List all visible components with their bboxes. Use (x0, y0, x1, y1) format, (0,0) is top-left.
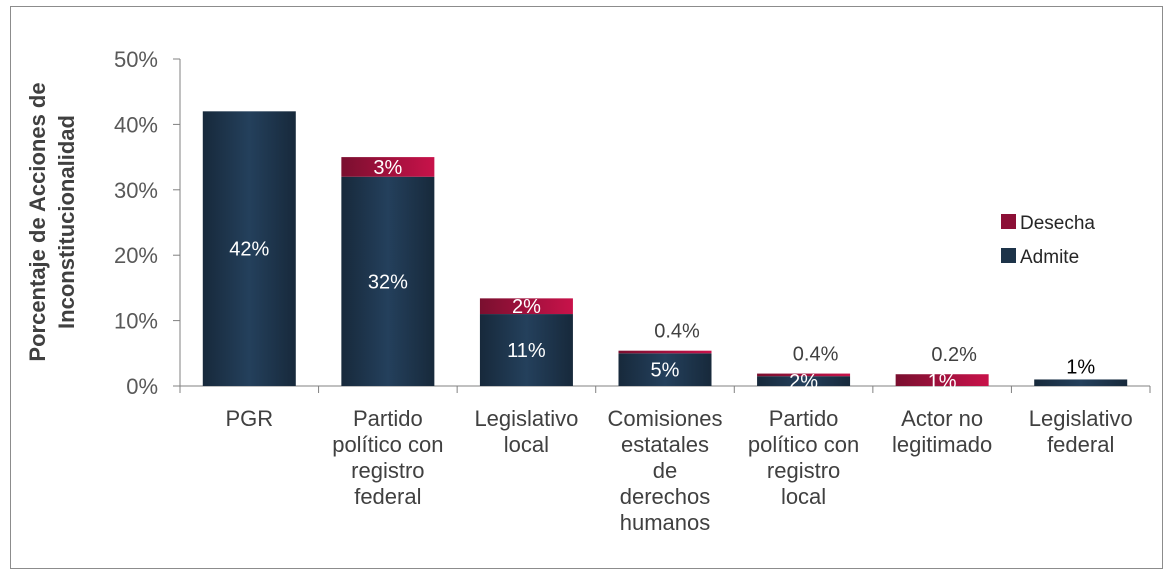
x-category-label: Actor no legitimado (892, 406, 992, 457)
x-category-label-line: estatales (621, 432, 709, 457)
x-category-label-line: legitimado (892, 432, 992, 457)
y-tick-label: 0% (126, 374, 158, 399)
x-category-label-line: humanos (620, 510, 711, 535)
legend-swatch-desecha (1001, 214, 1016, 229)
bar-desecha (341, 157, 435, 177)
y-tick-label: 40% (114, 112, 158, 137)
bar-admite (1034, 379, 1128, 386)
x-category-label: Comisiones estatales de derechos humanos (608, 406, 723, 535)
x-category-label-line: registro (351, 458, 424, 483)
data-label-desecha-extra: 0.2% (931, 344, 977, 366)
x-category-label-line: registro (767, 458, 840, 483)
x-category-label: Legislativo federal (1029, 406, 1133, 457)
y-tick-label: 10% (114, 309, 158, 334)
data-label-desecha: 0.4% (654, 321, 700, 343)
x-category-label-line: Partido (769, 406, 839, 431)
y-axis-title: Porcentaje de Acciones de Inconstituciona… (25, 82, 79, 361)
data-label-admite: 1% (1066, 356, 1095, 378)
x-category-label: Partido político con registro federal (332, 406, 443, 509)
data-label-desecha: 3% (373, 157, 402, 179)
bar-admite (479, 314, 573, 386)
bar-desecha (618, 350, 712, 354)
data-label-admite: 11% (507, 340, 546, 362)
x-category-label-line: Comisiones (608, 406, 723, 431)
x-category-label-line: derechos (620, 484, 711, 509)
legend-label-admite: Admite (1020, 247, 1079, 268)
x-category-label-line: político con (748, 432, 859, 457)
data-label-admite: 32% (368, 271, 408, 293)
data-label-admite: 42% (229, 239, 269, 261)
data-label-desecha: 0.4% (793, 344, 839, 366)
bar-admite (757, 376, 851, 386)
y-axis-title-line: Porcentaje de Acciones de (25, 82, 50, 361)
bar-desecha (757, 373, 851, 377)
x-category-label-line: político con (332, 432, 443, 457)
bar-admite (618, 353, 712, 386)
x-category-label: PGR (225, 406, 273, 431)
x-category-label-line: Legislativo (474, 406, 578, 431)
x-category-label-line: local (504, 432, 549, 457)
bar-admite (202, 111, 296, 386)
x-category-label-line: Partido (353, 406, 423, 431)
y-tick-label: 50% (114, 47, 158, 72)
bar-admite (341, 176, 435, 386)
x-category-label-line: de (653, 458, 677, 483)
x-category-label-line: Legislativo (1029, 406, 1133, 431)
x-category-label-line: federal (1047, 432, 1114, 457)
x-category-label: Legislativo local (474, 406, 578, 457)
legend-swatch-admite (1001, 248, 1016, 263)
data-label-desecha: 2% (512, 296, 541, 318)
chart-frame (10, 6, 1163, 569)
y-tick-label: 20% (114, 243, 158, 268)
x-category-label-line: PGR (225, 406, 273, 431)
data-label-desecha: 1% (928, 371, 957, 393)
y-axis-title-line: Inconstitucionalidad (54, 115, 79, 329)
bar-desecha (895, 374, 989, 386)
x-category-label: Partido político con registro local (748, 406, 859, 509)
data-label-admite: 2% (789, 371, 818, 393)
x-category-label-line: Actor no (901, 406, 983, 431)
y-tick-label: 30% (114, 178, 158, 203)
x-category-label-line: federal (354, 484, 421, 509)
data-label-admite: 5% (651, 360, 680, 382)
legend-label-desecha: Desecha (1020, 213, 1095, 234)
x-category-label-line: local (781, 484, 826, 509)
bar-desecha (479, 298, 573, 315)
